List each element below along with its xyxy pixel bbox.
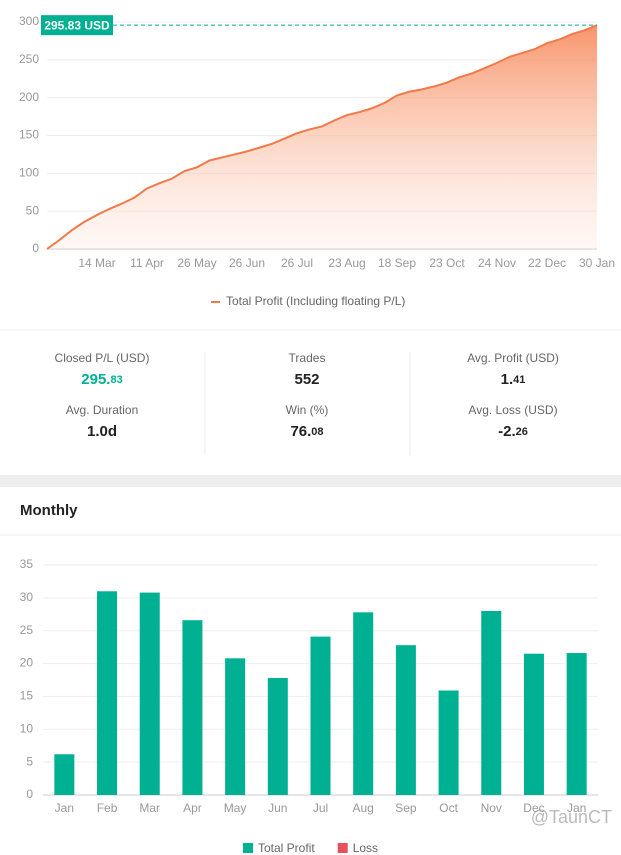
area (47, 25, 597, 249)
bar (54, 754, 75, 795)
y-tick-label: 100 (19, 166, 39, 180)
bar (97, 591, 118, 795)
annotation-box (41, 15, 113, 36)
bar (225, 658, 246, 795)
y-tick-label: 15 (20, 689, 34, 703)
stat-label: Closed P/L (USD) (55, 351, 150, 365)
x-tick-label: 18 Sep (378, 256, 416, 270)
stat-value: 552 (294, 371, 319, 388)
bar (353, 612, 374, 795)
x-tick-label: Jun (268, 801, 287, 815)
bar (395, 645, 416, 795)
bar (310, 636, 331, 795)
x-tick-label: Nov (481, 801, 502, 815)
x-tick-label: 23 Oct (429, 256, 465, 270)
y-tick-label: 30 (20, 590, 34, 604)
x-tick-label: Sep (395, 801, 417, 815)
line (46, 24, 598, 250)
x-tick-label: 26 Jul (281, 256, 313, 270)
legend-label: Total Profit (258, 841, 315, 855)
bar (267, 678, 288, 795)
y-tick-label: 200 (19, 90, 39, 104)
y-tick-label: 150 (19, 128, 39, 142)
y-tick-label: 25 (20, 623, 34, 637)
legend-swatch (337, 843, 348, 853)
stat-value: 1.41 (501, 371, 526, 388)
legend-label: Loss (353, 841, 378, 855)
y-tick-label: 5 (26, 754, 33, 768)
bar (566, 653, 587, 795)
stat-value: 76.08 (290, 423, 323, 440)
x-tick-label: 14 Mar (78, 256, 115, 270)
y-tick-label: 250 (19, 52, 39, 66)
annotation: 295.83 USD (44, 18, 110, 32)
x-tick-label: Jan (567, 801, 586, 815)
bar (481, 611, 502, 795)
legend-swatch (243, 843, 253, 853)
bar (438, 690, 459, 795)
bar (182, 620, 203, 795)
bar (139, 592, 160, 795)
x-tick-label: Feb (97, 801, 118, 815)
stat-label: Avg. Duration (66, 403, 139, 417)
x-tick-label: 24 Nov (478, 256, 516, 270)
y-tick-label: 0 (26, 787, 33, 801)
y-tick-label: 10 (20, 721, 34, 735)
legend-label: Total Profit (Including floating P/L) (226, 294, 405, 308)
stat-value: 295.83 (81, 371, 122, 388)
x-tick-label: Dec (523, 801, 544, 815)
x-tick-label: 23 Aug (328, 256, 365, 270)
stat-value: 1.0d (87, 423, 117, 440)
x-tick-label: May (224, 801, 247, 815)
y-tick-label: 20 (20, 656, 34, 670)
x-tick-label: 26 May (177, 256, 216, 270)
y-tick-label: 35 (20, 557, 34, 571)
x-tick-label: Oct (439, 801, 458, 815)
stat-label: Avg. Loss (USD) (468, 403, 557, 417)
y-tick-label: 0 (32, 241, 39, 255)
x-tick-label: Aug (353, 801, 374, 815)
stat-label: Win (%) (286, 403, 329, 417)
x-tick-label: 30 Jan (579, 256, 615, 270)
x-tick-label: Jul (313, 801, 328, 815)
watermark: @TaunCT (531, 807, 612, 827)
x-tick-label: Jan (55, 801, 74, 815)
stat-label: Avg. Profit (USD) (467, 351, 559, 365)
x-tick-label: 11 Apr (130, 256, 164, 270)
stat-value: -2.26 (498, 423, 528, 440)
x-tick-label: 26 Jun (229, 256, 265, 270)
x-tick-label: Apr (183, 801, 202, 815)
x-tick-label: 22 Dec (528, 256, 566, 270)
section-title: Monthly (20, 502, 78, 519)
section-gap (0, 475, 621, 487)
y-tick-label: 300 (19, 14, 39, 28)
bar (523, 653, 544, 795)
y-tick-label: 50 (26, 203, 40, 217)
x-tick-label: Mar (139, 801, 160, 815)
stat-label: Trades (289, 351, 326, 365)
